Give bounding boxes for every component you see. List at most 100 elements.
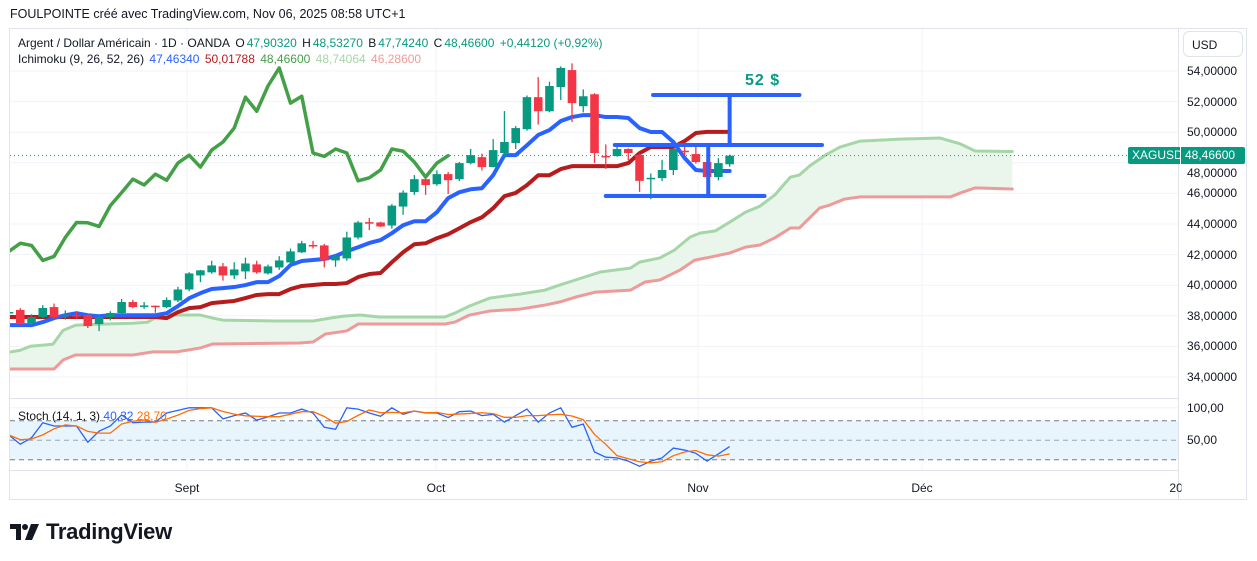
candle <box>297 240 307 254</box>
stoch-label[interactable]: Stoch (14, 1, 3) <box>18 409 101 423</box>
candle-body <box>387 205 397 226</box>
candle-body <box>500 141 509 154</box>
candle <box>365 217 374 231</box>
candle-body <box>725 155 734 165</box>
span-a-line <box>10 136 1014 354</box>
candle <box>173 286 183 303</box>
price-axis-label: 52,00000 <box>1187 94 1238 109</box>
close-value: 48,46600 <box>444 36 495 50</box>
price-axis-label: 40,00000 <box>1187 278 1238 293</box>
candle <box>477 153 487 171</box>
candle <box>488 139 498 168</box>
candle <box>421 178 430 195</box>
candle-body <box>117 302 126 314</box>
candle <box>308 240 318 249</box>
kijun-value: 50,01788 <box>204 52 255 66</box>
candle <box>466 149 475 165</box>
candle <box>669 148 678 176</box>
stoch-axis-label: 50,00 <box>1187 433 1218 448</box>
candle-body <box>218 266 228 276</box>
candle <box>184 272 194 292</box>
candle-body <box>635 154 644 181</box>
price-axis-label: 50,00000 <box>1187 125 1238 140</box>
tenkan-value: 47,46340 <box>149 52 200 66</box>
candle-body <box>488 150 498 168</box>
candle-body <box>601 155 611 158</box>
last-price-tag: 48,46600 <box>1181 147 1245 164</box>
candle <box>455 162 464 182</box>
candle <box>27 314 36 325</box>
candle-body <box>455 163 464 180</box>
candle <box>319 243 329 268</box>
price-axis-label: 46,00000 <box>1187 186 1238 201</box>
change-value: +0,44120 (+0,92%) <box>499 36 603 50</box>
candle-body <box>578 96 588 107</box>
chart-frame <box>9 28 1247 500</box>
candle-body <box>331 256 340 261</box>
candle-body <box>196 270 205 276</box>
candle-body <box>443 174 453 181</box>
logo-text: TradingView <box>46 519 172 544</box>
stoch-k-value: 40,32 <box>103 409 134 423</box>
candle <box>545 81 554 113</box>
price-axis-label: 54,00000 <box>1187 64 1238 78</box>
candle-body <box>207 265 216 273</box>
candle-body <box>128 302 138 308</box>
candle-body <box>15 309 25 323</box>
tradingview-logo[interactable]: TradingView <box>10 519 172 545</box>
price-target-annotation[interactable]: 52 $ <box>745 72 781 89</box>
candle-body <box>162 300 171 308</box>
candle <box>635 153 644 192</box>
time-label-year: 20 <box>1169 481 1182 495</box>
candle-body <box>83 315 93 327</box>
candle <box>432 170 442 186</box>
price-axis-label: 34,00000 <box>1187 370 1238 384</box>
candle <box>139 302 149 309</box>
candle-body <box>319 245 329 261</box>
candle <box>106 311 115 321</box>
candle-body <box>556 67 566 88</box>
candle <box>398 190 408 215</box>
candle-body <box>72 315 81 317</box>
tradingview-logo-icon <box>10 524 39 540</box>
candle <box>151 305 160 313</box>
symbol-name[interactable]: Argent / Dollar Américain · 1D · OANDA <box>18 36 231 50</box>
candle-body <box>10 311 14 314</box>
candle-body <box>657 169 667 179</box>
candle-body <box>286 251 295 263</box>
candle-body <box>38 307 48 318</box>
currency-button[interactable]: USD <box>1183 31 1243 57</box>
candle-body <box>27 317 36 323</box>
candle <box>128 299 138 309</box>
candle-body <box>511 128 520 144</box>
low-label: B <box>368 36 377 50</box>
candle <box>590 93 599 163</box>
candle <box>578 89 588 113</box>
candle <box>657 159 667 182</box>
candle <box>229 262 239 280</box>
candle <box>117 298 126 316</box>
candle <box>331 254 340 267</box>
candle-body <box>714 163 723 178</box>
price-axis-label: 48,00000 <box>1187 166 1238 180</box>
candle <box>410 175 419 195</box>
candle-body <box>680 150 689 153</box>
candle <box>353 220 363 240</box>
candle <box>263 264 273 275</box>
candle-body <box>376 222 385 227</box>
high-value: 48,53270 <box>312 36 363 50</box>
span-b-line <box>10 186 1014 371</box>
candle-body <box>263 266 273 274</box>
chikou-line <box>10 66 450 263</box>
candle-body <box>432 174 442 185</box>
candle <box>196 269 205 283</box>
ichimoku-cloud <box>10 138 1013 370</box>
stoch-axis-label: 100,00 <box>1187 400 1224 415</box>
candle <box>83 313 93 329</box>
ichimoku-label[interactable]: Ichimoku (9, 26, 52, 26) <box>18 52 145 66</box>
candle-body <box>61 314 70 317</box>
candle-body <box>533 97 543 112</box>
time-label-dec: Déc <box>911 481 933 495</box>
symbol-tag: XAGUSD <box>1128 147 1183 164</box>
